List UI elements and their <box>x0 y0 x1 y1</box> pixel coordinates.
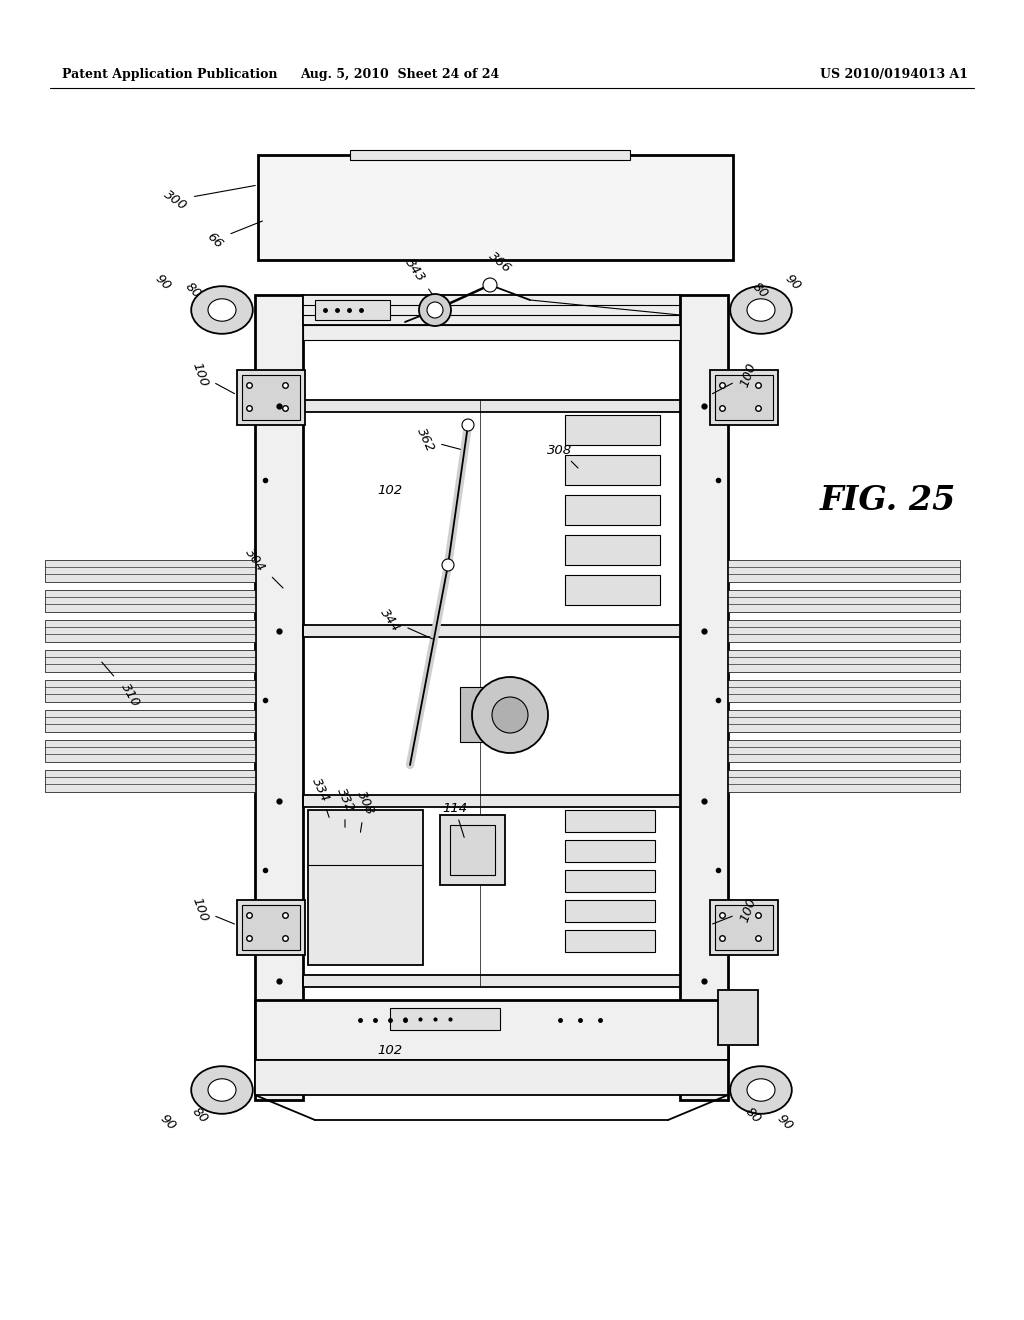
Bar <box>45 620 255 642</box>
Bar <box>258 154 733 260</box>
Bar <box>728 620 961 642</box>
Text: 304: 304 <box>243 546 283 587</box>
Ellipse shape <box>208 298 236 321</box>
Bar <box>308 810 423 965</box>
Circle shape <box>462 418 474 432</box>
Text: 366: 366 <box>486 249 514 288</box>
Bar <box>565 840 655 862</box>
Text: 344: 344 <box>378 606 432 639</box>
Text: 102: 102 <box>378 483 402 496</box>
Bar <box>565 870 655 892</box>
Text: 90: 90 <box>774 1111 796 1133</box>
Bar <box>255 294 303 1100</box>
Bar <box>45 741 255 762</box>
Ellipse shape <box>746 1078 775 1101</box>
Bar <box>710 900 778 954</box>
Text: 300: 300 <box>161 186 255 213</box>
Bar <box>255 1060 728 1096</box>
Bar <box>303 624 680 638</box>
Bar <box>237 900 305 954</box>
Ellipse shape <box>191 1067 253 1114</box>
Bar <box>728 560 961 582</box>
Ellipse shape <box>208 1078 236 1101</box>
Text: 343: 343 <box>402 256 438 302</box>
Text: 100: 100 <box>189 360 234 393</box>
Bar <box>680 294 728 1100</box>
Circle shape <box>442 558 454 572</box>
Bar <box>728 770 961 792</box>
Bar <box>45 770 255 792</box>
Bar <box>237 370 305 425</box>
Text: 362: 362 <box>414 426 461 454</box>
Text: 80: 80 <box>750 280 770 301</box>
Bar <box>565 455 660 484</box>
Text: 334: 334 <box>309 776 331 817</box>
Bar <box>45 710 255 733</box>
Text: FIG. 25: FIG. 25 <box>820 483 956 516</box>
Text: 308: 308 <box>548 444 578 469</box>
Bar <box>315 300 390 319</box>
Circle shape <box>419 294 451 326</box>
Bar <box>565 495 660 525</box>
Bar <box>728 710 961 733</box>
Bar <box>303 975 680 987</box>
Bar <box>565 931 655 952</box>
Text: 310: 310 <box>101 663 142 709</box>
Text: 80: 80 <box>742 1105 764 1126</box>
Ellipse shape <box>191 286 253 334</box>
Text: Patent Application Publication: Patent Application Publication <box>62 69 278 81</box>
Text: 100: 100 <box>713 360 759 393</box>
Circle shape <box>427 302 443 318</box>
Bar <box>390 1008 500 1030</box>
Text: 308: 308 <box>354 789 376 832</box>
Bar <box>303 400 680 412</box>
Bar <box>303 294 680 325</box>
Bar <box>710 370 778 425</box>
Bar <box>565 576 660 605</box>
Text: 102: 102 <box>378 1044 402 1056</box>
Bar <box>460 686 515 742</box>
Ellipse shape <box>730 286 792 334</box>
Text: 80: 80 <box>182 280 204 301</box>
Bar <box>45 590 255 612</box>
Text: 80: 80 <box>189 1105 211 1126</box>
Bar <box>715 375 773 420</box>
Bar <box>718 990 758 1045</box>
Circle shape <box>492 697 528 733</box>
Bar <box>45 680 255 702</box>
Bar <box>728 590 961 612</box>
Bar <box>565 900 655 921</box>
Bar <box>728 649 961 672</box>
Bar <box>255 1001 728 1060</box>
Bar <box>242 906 300 950</box>
Bar <box>728 680 961 702</box>
Text: 100: 100 <box>189 896 234 924</box>
Text: 90: 90 <box>158 1111 178 1133</box>
Text: US 2010/0194013 A1: US 2010/0194013 A1 <box>820 69 968 81</box>
Circle shape <box>483 279 497 292</box>
Bar <box>303 325 680 341</box>
Bar <box>45 560 255 582</box>
Text: 90: 90 <box>782 272 804 293</box>
Text: 332: 332 <box>334 785 356 828</box>
Bar <box>450 825 495 875</box>
Text: 100: 100 <box>713 896 759 924</box>
Text: 66: 66 <box>205 220 262 251</box>
Bar <box>565 535 660 565</box>
Text: 90: 90 <box>153 272 173 293</box>
Bar <box>728 741 961 762</box>
Bar <box>440 814 505 884</box>
Text: 114: 114 <box>442 801 468 837</box>
Ellipse shape <box>746 298 775 321</box>
Bar <box>350 150 630 160</box>
Bar <box>45 649 255 672</box>
Bar <box>565 414 660 445</box>
Ellipse shape <box>730 1067 792 1114</box>
Bar <box>242 375 300 420</box>
Text: Aug. 5, 2010  Sheet 24 of 24: Aug. 5, 2010 Sheet 24 of 24 <box>300 69 500 81</box>
Bar <box>565 810 655 832</box>
Bar <box>303 795 680 807</box>
Bar <box>715 906 773 950</box>
Circle shape <box>472 677 548 752</box>
